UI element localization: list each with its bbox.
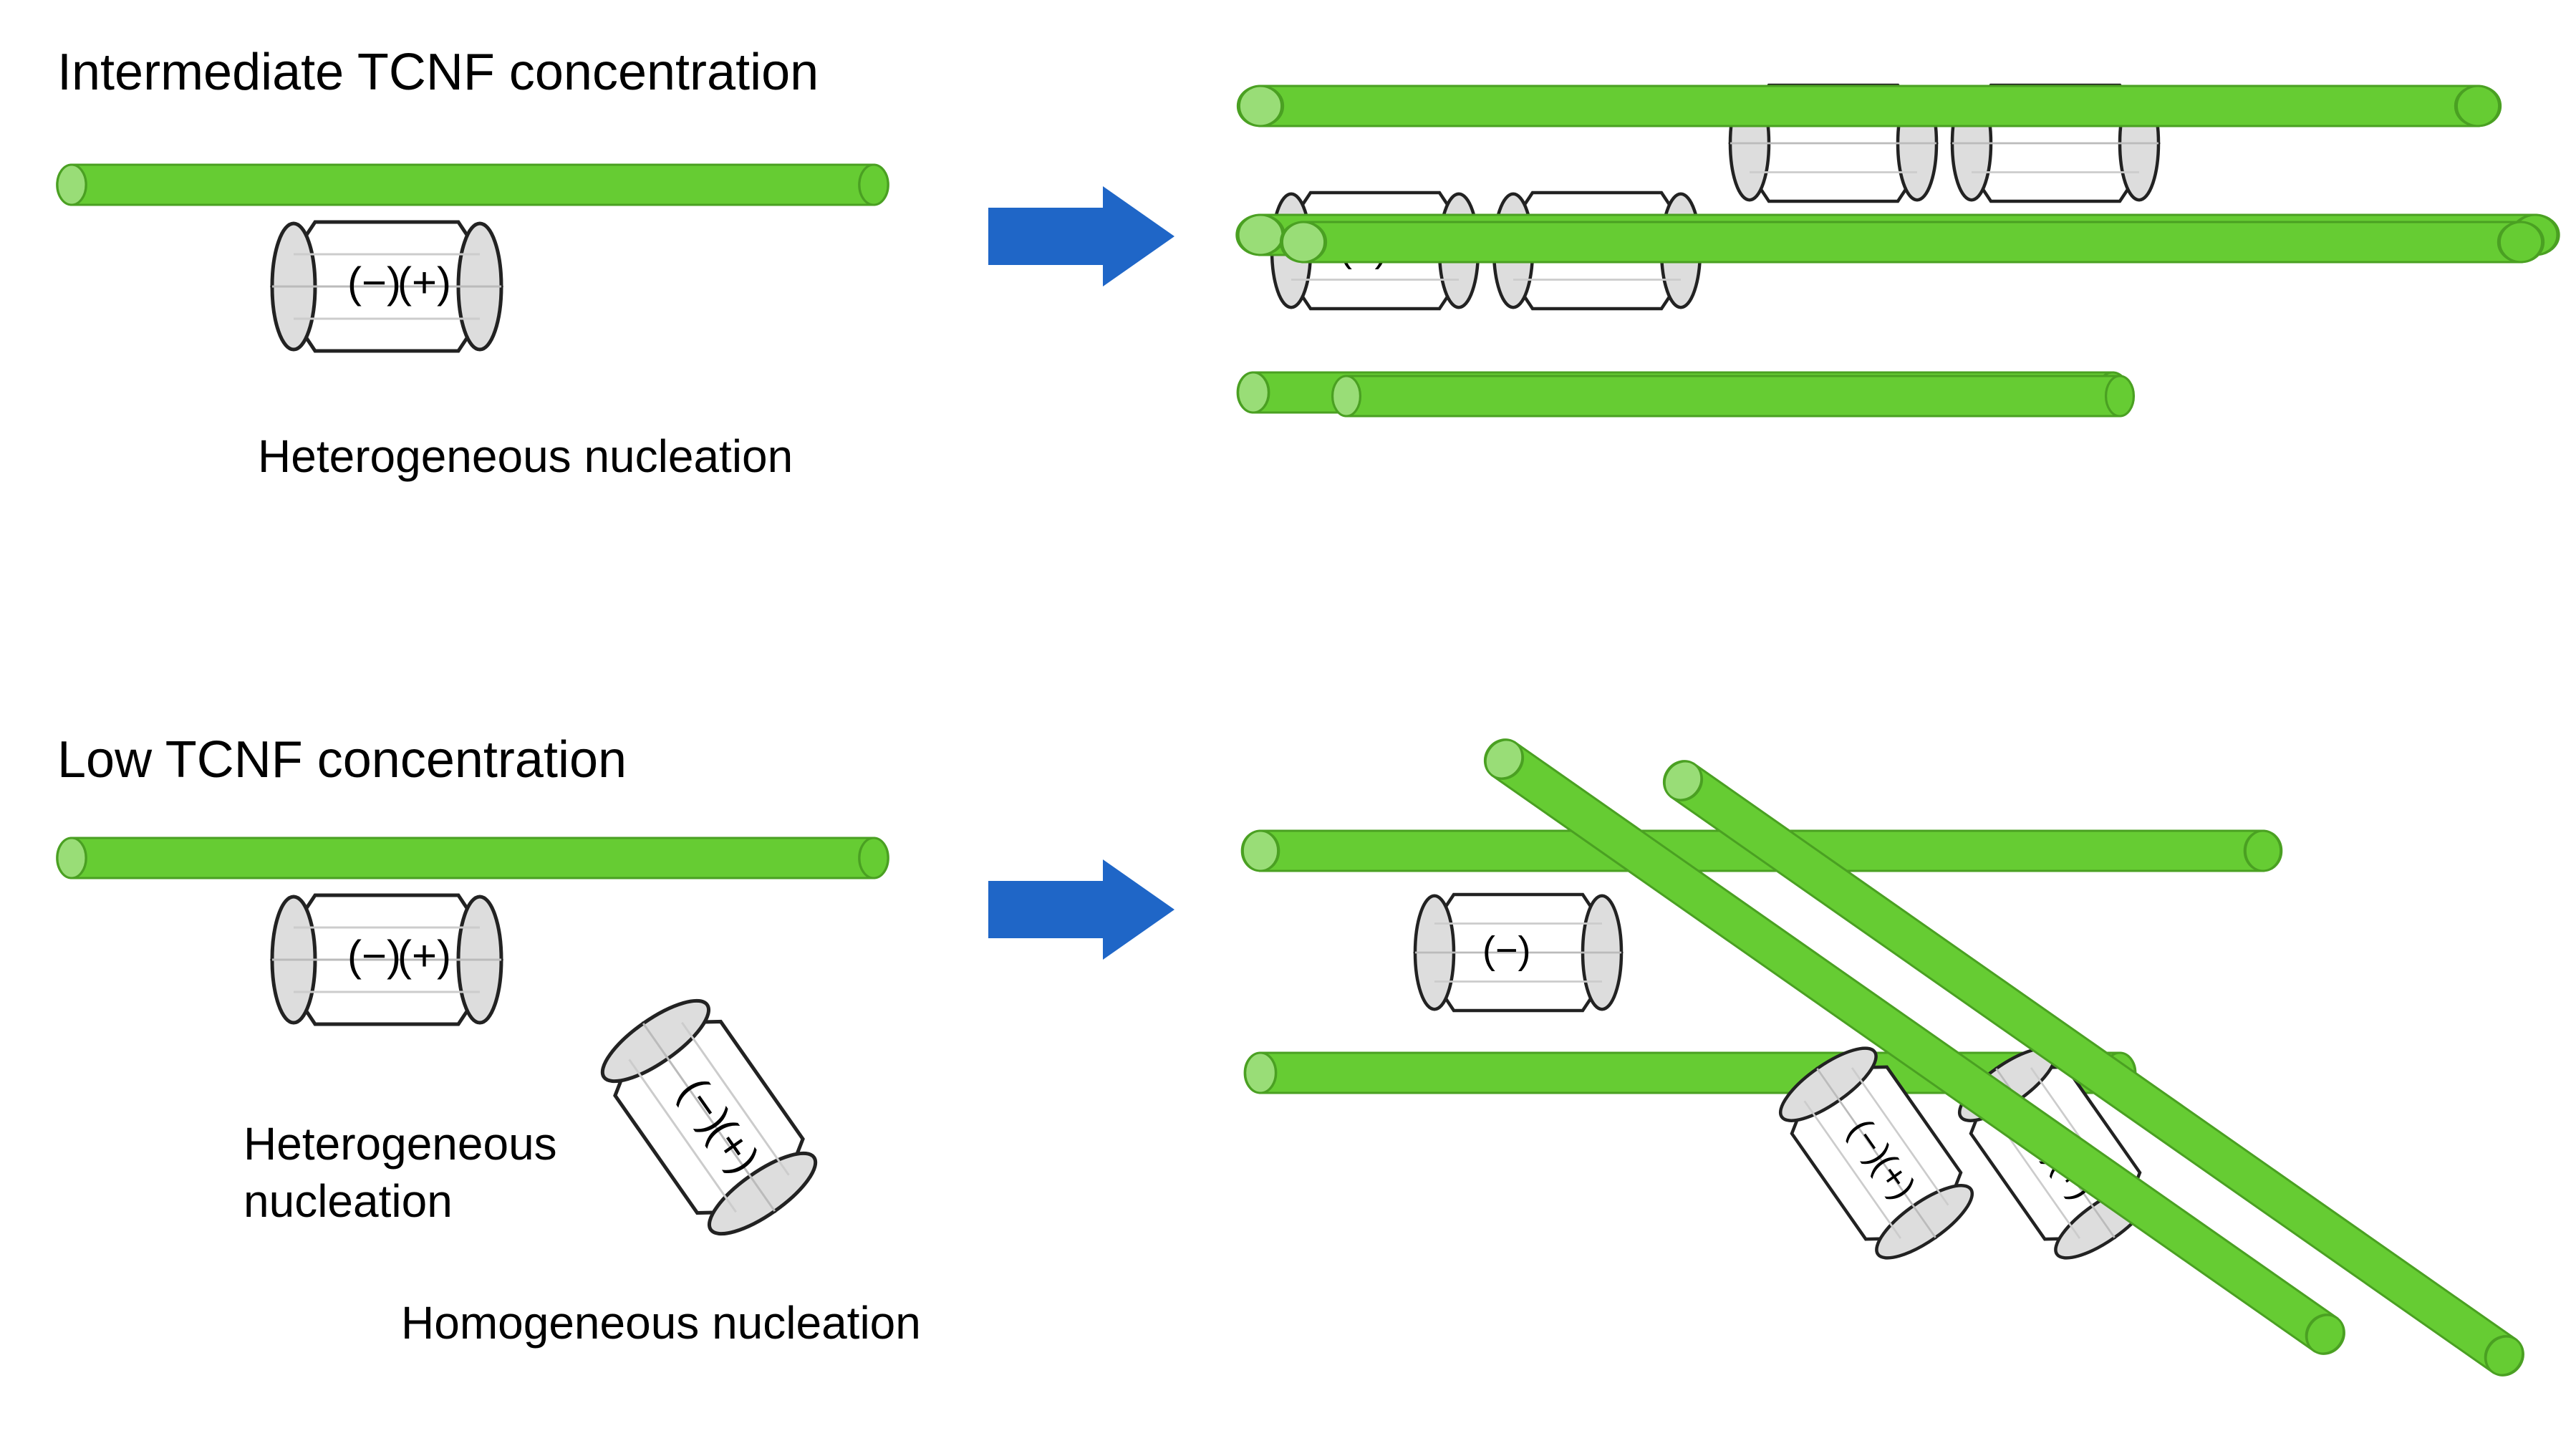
top-left-crystal: (−) (+) [272,222,501,351]
bottom-right-crystal-h: (−) [1415,895,1621,1011]
top-right-rod-1 [1238,86,2499,126]
bottom-left-crystal-homo: (−) (+) [591,986,828,1248]
bottom-arrow [988,859,1174,960]
top-left-rod [57,165,888,205]
top-right-rod-3 [1281,222,2542,262]
svg-text:(−): (−) [347,932,401,980]
svg-text:(−): (−) [347,259,401,307]
svg-text:(−): (−) [1482,929,1531,972]
diagram-canvas: Intermediate TCNF concentration Heteroge… [0,0,2576,1446]
svg-text:(+): (+) [397,932,451,980]
bottom-right-rod-d1 [1477,733,2351,1361]
top-arrow [988,186,1174,286]
svg-text:(+): (+) [397,259,451,307]
bottom-left-rod [57,838,888,878]
top-right-rod-5 [1333,376,2134,416]
bottom-left-crystal-hetero: (−) (+) [272,895,501,1024]
graphic-layer: (−) (+) (−) [0,0,2576,1446]
